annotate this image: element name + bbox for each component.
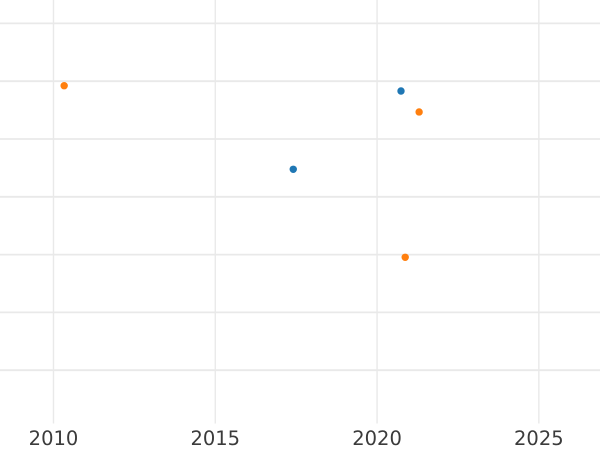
scatter-point-blue-series: [289, 165, 297, 173]
x-tick-label: 2025: [514, 427, 564, 450]
scatter-point-orange-series: [401, 253, 409, 261]
scatter-point-orange-series: [415, 108, 423, 116]
scatter-point-orange-series: [60, 82, 68, 90]
x-tick-label: 2010: [29, 427, 79, 450]
x-tick-label: 2020: [352, 427, 402, 450]
scatter-point-blue-series: [397, 87, 405, 95]
x-tick-label: 2015: [190, 427, 240, 450]
